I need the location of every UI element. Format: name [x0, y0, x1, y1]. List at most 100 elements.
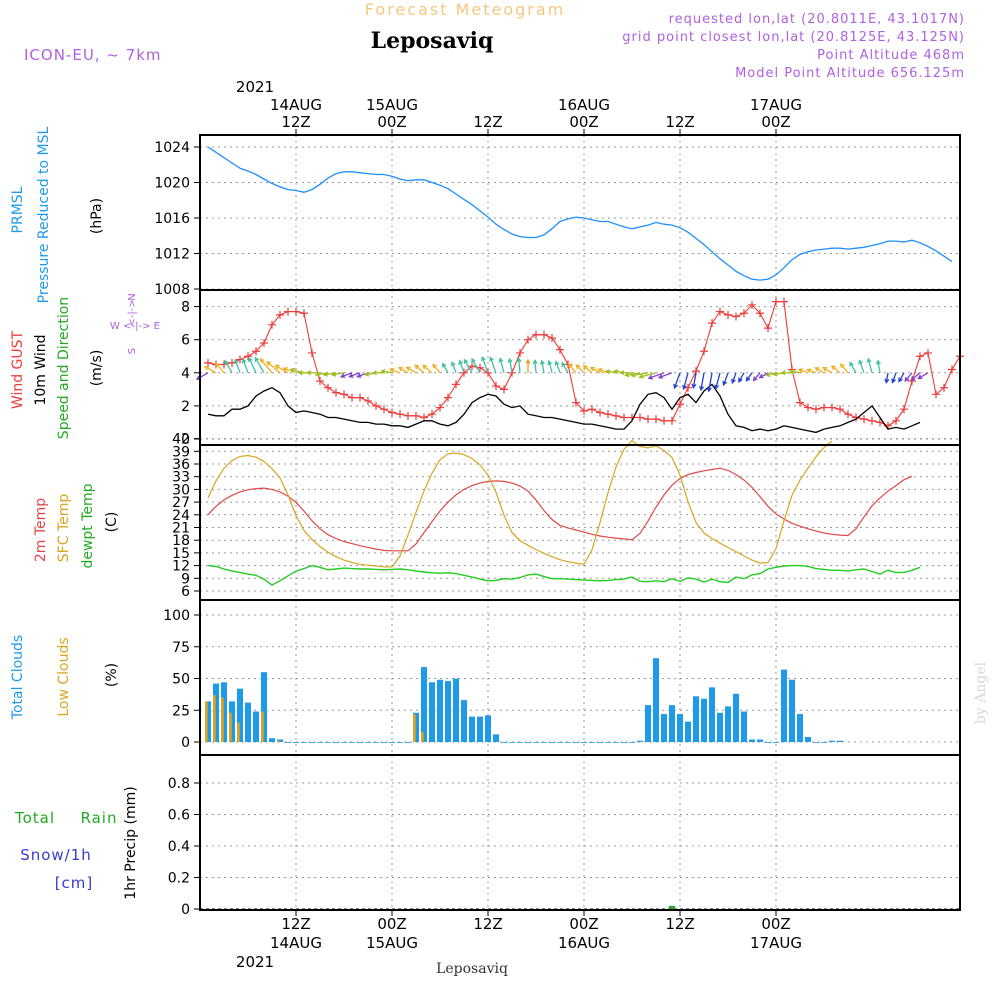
wind-arrow-head [471, 357, 476, 363]
clouds-frame [199, 599, 961, 756]
clouds-unit: (%) [104, 663, 120, 687]
temp-ytick-label: 6 [181, 584, 190, 600]
wind-arrow [254, 357, 265, 374]
pressure-label-name: PRMSL [10, 186, 26, 233]
wind-arrow-head [780, 370, 786, 376]
gust-marker [836, 405, 844, 414]
temp-ytick-label: 15 [172, 546, 190, 562]
temp-ytick-label: 42 [172, 432, 190, 448]
wind-arrow-head [463, 358, 469, 364]
cloud-total-bar [213, 683, 219, 742]
cloud-total-bar [797, 714, 803, 742]
bottom-xtick-date: 16AUG [558, 934, 610, 952]
wind-arrow [877, 360, 881, 373]
wind-arrow [548, 360, 553, 373]
gust-marker [732, 312, 740, 321]
cloud-total-bar [349, 742, 355, 743]
wind-arrow-head [575, 364, 581, 370]
wind-arrow [738, 372, 745, 382]
wind-arrow-head [498, 357, 504, 363]
wind-arrow-head [481, 355, 486, 362]
wind-arrow-head [630, 372, 636, 378]
cloud-total-bar [581, 742, 587, 743]
wind-arrow [583, 365, 593, 374]
top-xtick-date: 16AUG [558, 96, 610, 114]
gust-marker [820, 403, 828, 412]
cloud-total-bar [565, 742, 571, 743]
wind-arrow-head [731, 378, 736, 384]
temp-ytick-label: 18 [172, 533, 190, 549]
wind-arrow-head [797, 368, 804, 373]
wind-arrow-head [567, 363, 573, 369]
model-altitude: Model Point Altitude 656.125m [735, 66, 965, 81]
clouds-total-label: Total Clouds [10, 635, 26, 720]
cloud-total-bar [301, 742, 307, 743]
bottom-xtick-date: 15AUG [366, 934, 418, 952]
wind-arrow-head [516, 357, 522, 363]
gust-marker [620, 413, 628, 422]
gust-marker [300, 309, 308, 318]
wind-arrow [891, 372, 897, 383]
gust-marker [404, 411, 412, 420]
cloud-total-bar [621, 742, 627, 743]
gust-marker [452, 380, 460, 389]
pressure-ytick-label: 1024 [154, 140, 190, 156]
cloud-total-bar [653, 658, 659, 742]
cloud-total-bar [501, 742, 507, 743]
wind-10m-label: 10m Wind [33, 334, 49, 405]
cloud-total-bar [429, 682, 435, 742]
wind-arrow-head [910, 376, 916, 381]
gust-marker [556, 345, 564, 354]
wind-arrow-head [331, 371, 337, 377]
cloud-total-bar [637, 740, 643, 742]
wind-arrow-head [604, 369, 611, 375]
gust-marker [868, 416, 876, 425]
cloud-total-bar [493, 734, 499, 742]
cloud-total-bar [701, 698, 707, 742]
cloud-total-bar [669, 705, 675, 742]
pressure-ytick-label: 1008 [154, 282, 190, 298]
cloud-total-bar [421, 667, 427, 742]
wind-arrow [753, 372, 761, 381]
gust-marker [396, 410, 404, 419]
pressure-ytick-label: 1020 [154, 176, 190, 192]
wind-arrow [389, 368, 401, 374]
t2m-line [207, 467, 913, 552]
top-xtick-hour: 12Z [473, 113, 502, 131]
wind-arrow-head [489, 356, 494, 362]
cloud-total-bar [829, 740, 835, 742]
wind-arrow [266, 361, 281, 374]
precip-unit: 1hr Precip (mm) [123, 786, 139, 899]
wind-arrow [885, 372, 889, 383]
wind-arrow-head [706, 387, 712, 393]
cloud-total-bar [373, 742, 379, 743]
cloud-total-bar [549, 742, 555, 743]
wind-arrow-head [282, 367, 288, 372]
gust-marker [492, 382, 500, 391]
compass-north-arrow: <-|-> [127, 299, 138, 326]
wind-arrow [215, 362, 225, 374]
gust-marker [324, 383, 332, 392]
top-xtick-date: 17AUG [750, 96, 802, 114]
wind-arrow-head [259, 358, 265, 364]
gust-marker [284, 307, 292, 316]
cloud-total-bar [733, 693, 739, 742]
temp-ytick-label: 27 [172, 495, 190, 511]
wind-arrow [723, 372, 729, 386]
cloud-total-bar [533, 742, 539, 743]
tsfc-line [207, 439, 833, 568]
compass-legend: N W <-|-> E <-|-> S [110, 293, 160, 354]
cloud-total-bar [509, 742, 515, 743]
grid-lines [200, 135, 960, 910]
wind-arrow-head [898, 377, 903, 383]
wind_10m-line [207, 383, 921, 434]
cloud-total-bar [557, 742, 563, 743]
cloud-total-bar [629, 742, 635, 743]
cloud-total-bar [813, 742, 819, 743]
compass-south: S [127, 348, 138, 354]
bottom-xtick-hour: 00Z [761, 915, 790, 933]
gust-marker [932, 390, 940, 399]
wind-arrow [471, 358, 481, 374]
wind-arrow-head [442, 362, 447, 368]
compass-we: W <-|-> E [110, 321, 160, 332]
